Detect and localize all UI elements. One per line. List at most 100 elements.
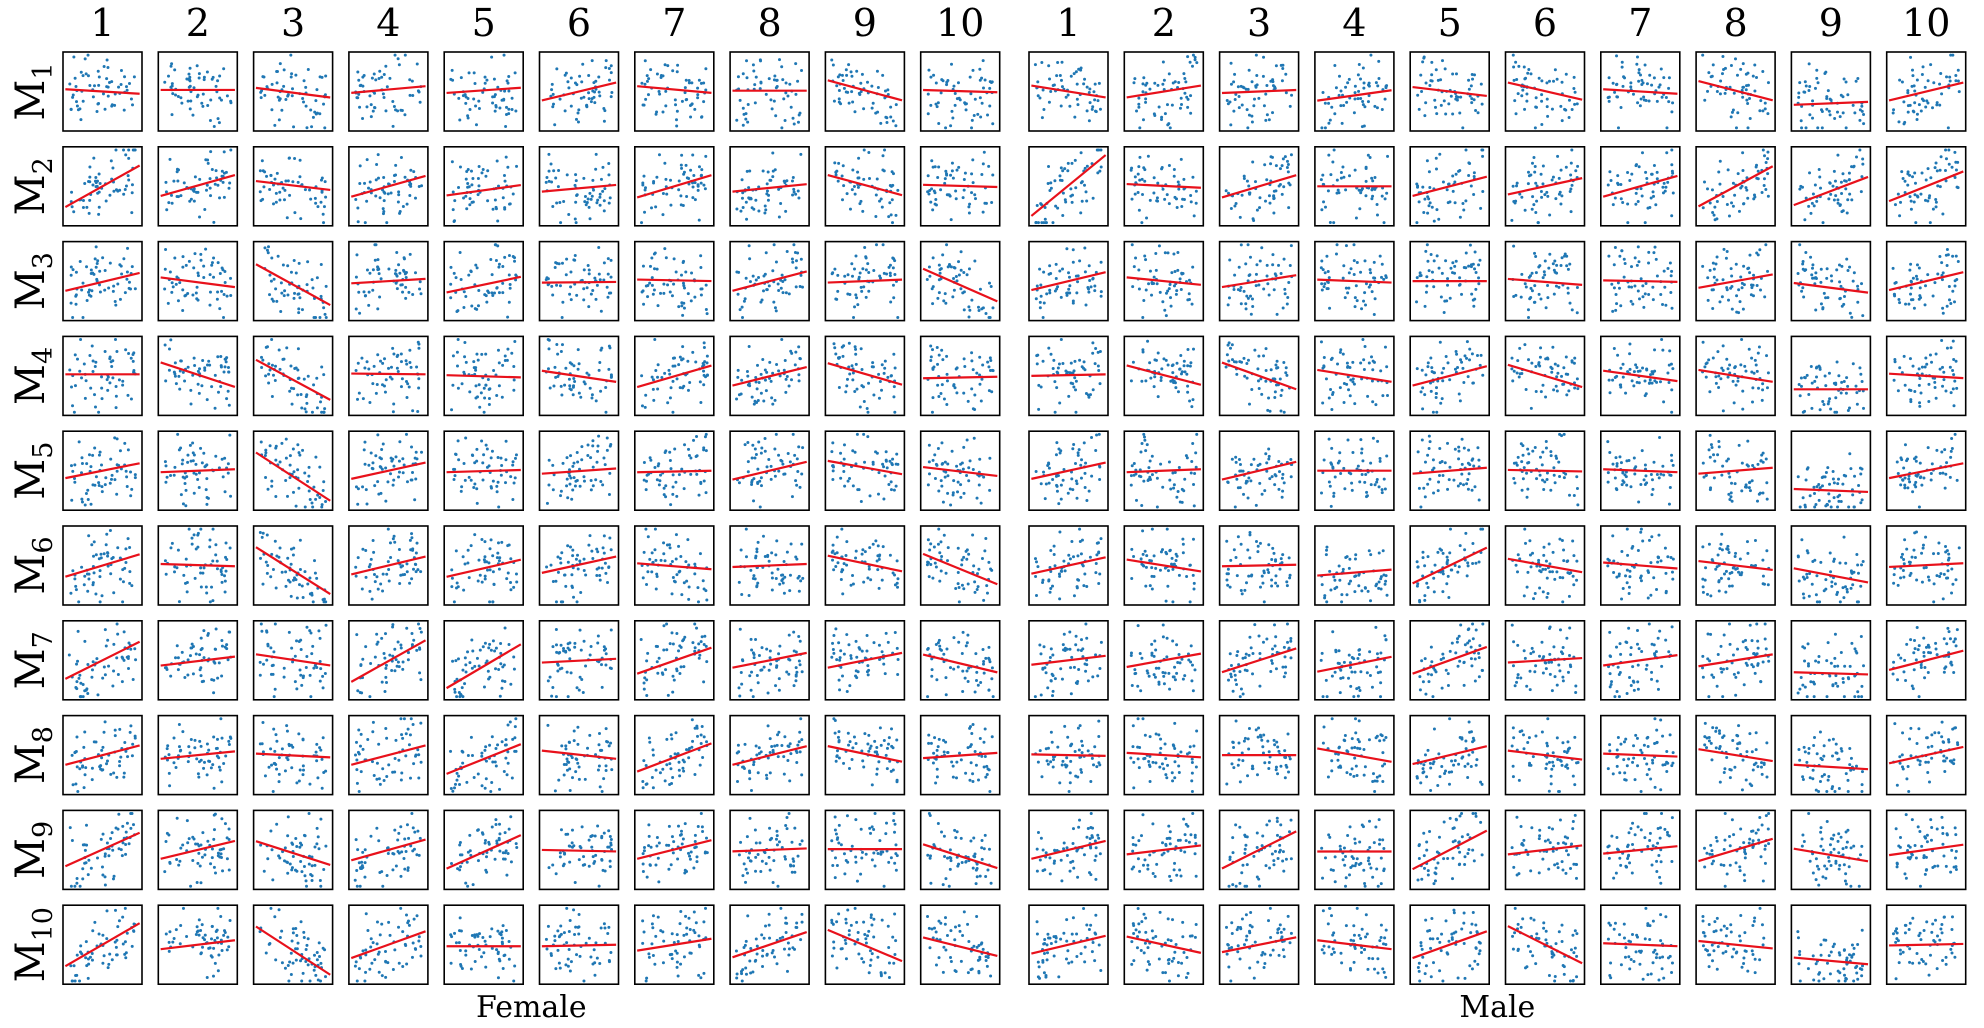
data-point [590, 550, 593, 553]
data-point [579, 396, 582, 399]
data-point [667, 369, 670, 372]
data-point [274, 495, 277, 498]
data-point [698, 494, 701, 497]
data-point [414, 563, 417, 566]
data-point [860, 347, 863, 350]
data-point [309, 198, 312, 201]
data-point [405, 732, 408, 735]
data-point [112, 771, 115, 774]
data-point [869, 494, 872, 497]
data-point [453, 199, 456, 202]
data-point [92, 370, 95, 373]
data-point [450, 585, 453, 588]
data-point [211, 599, 214, 602]
data-point [114, 729, 117, 732]
data-point [82, 282, 85, 285]
data-point [93, 571, 96, 574]
data-point [513, 378, 516, 381]
data-point [218, 121, 221, 124]
data-point [355, 741, 358, 744]
data-point [411, 643, 414, 646]
data-point [93, 393, 96, 396]
data-point [760, 484, 763, 487]
data-point [569, 271, 572, 274]
data-point [200, 586, 203, 589]
data-point [706, 355, 709, 358]
data-point [305, 626, 308, 629]
data-point [515, 453, 518, 456]
data-point [75, 750, 78, 753]
data-point [776, 79, 779, 82]
data-point [473, 776, 476, 779]
data-point [123, 659, 126, 662]
data-point [94, 257, 97, 260]
data-point [81, 501, 84, 504]
data-point [577, 568, 580, 571]
data-point [181, 730, 184, 733]
data-point [308, 783, 311, 786]
data-point [218, 196, 221, 199]
data-point [359, 84, 362, 87]
data-point [94, 593, 97, 596]
data-point [851, 188, 854, 191]
data-point [229, 148, 232, 151]
data-point [400, 156, 403, 159]
data-point [745, 76, 748, 79]
data-point [883, 148, 886, 151]
data-point [584, 195, 587, 198]
data-point [699, 380, 702, 383]
data-point [468, 476, 471, 479]
data-point [578, 778, 581, 781]
data-point [370, 103, 373, 106]
data-point [780, 287, 783, 290]
data-point [606, 296, 609, 299]
data-point [288, 157, 291, 160]
data-point [896, 577, 899, 580]
data-point [173, 257, 176, 260]
data-point [322, 736, 325, 739]
data-point [70, 464, 73, 467]
data-point [124, 291, 127, 294]
data-point [800, 69, 803, 72]
panel-female-m8-1 [63, 716, 142, 795]
data-point [936, 384, 939, 387]
data-point [698, 79, 701, 82]
panel-female-m1-5 [444, 52, 523, 131]
data-point [416, 542, 419, 545]
data-point [760, 446, 763, 449]
data-point [408, 183, 411, 186]
data-point [599, 480, 602, 483]
data-point [935, 643, 938, 646]
data-point [472, 486, 475, 489]
fit-line [161, 657, 235, 666]
data-point [472, 97, 475, 100]
data-point [405, 433, 408, 436]
data-point [394, 173, 397, 176]
data-point [861, 553, 864, 556]
data-point [410, 532, 413, 535]
data-point [497, 456, 500, 459]
data-point [285, 724, 288, 727]
data-point [599, 749, 602, 752]
data-point [508, 544, 511, 547]
data-point [570, 585, 573, 588]
data-point [377, 268, 380, 271]
data-point [574, 480, 577, 483]
data-point [664, 451, 667, 454]
column-label-female-5: 5 [472, 1, 496, 45]
data-point [868, 568, 871, 571]
data-point [842, 79, 845, 82]
data-point [324, 313, 327, 316]
data-point [373, 573, 376, 576]
data-point [801, 286, 804, 289]
data-point [682, 260, 685, 263]
data-point [847, 480, 850, 483]
data-point [200, 674, 203, 677]
data-point [574, 485, 577, 488]
data-point [596, 550, 599, 553]
data-point [690, 272, 693, 275]
data-point [325, 316, 328, 319]
data-point [381, 468, 384, 471]
data-point [954, 189, 957, 192]
data-point [671, 592, 674, 595]
